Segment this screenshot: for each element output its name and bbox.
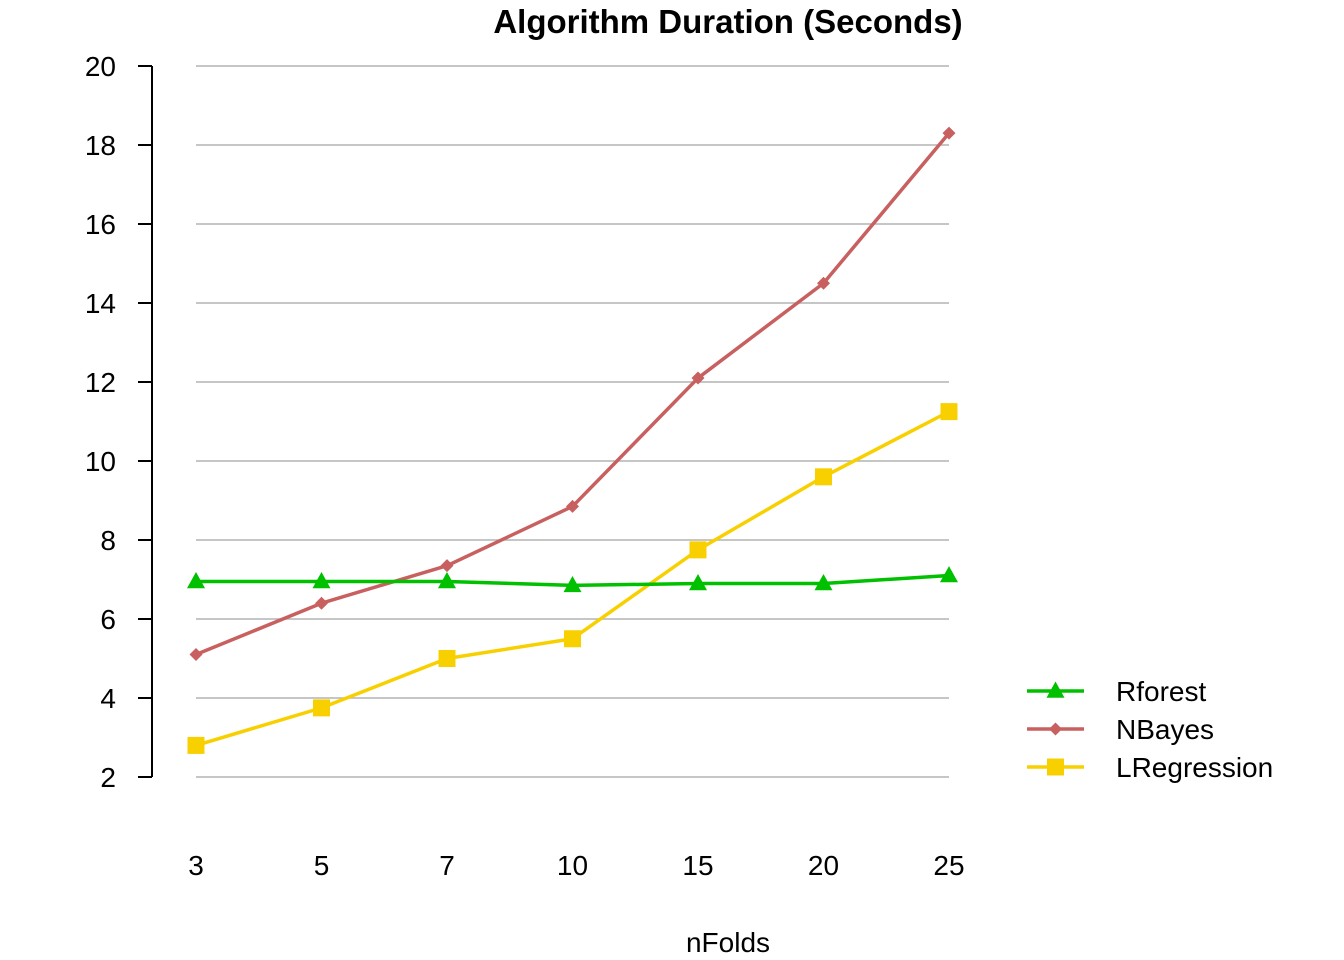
x-tick-label: 20	[808, 850, 839, 881]
data-point-nbayes	[315, 596, 328, 610]
y-tick-label: 12	[85, 367, 116, 398]
series-lines	[195, 132, 951, 748]
x-tick-label: 3	[188, 850, 204, 881]
data-point-lregression	[438, 650, 456, 667]
data-point-rforest	[438, 572, 456, 589]
grid-lines	[196, 65, 949, 778]
legend-item-nbayes: NBayes	[1027, 714, 1214, 745]
data-point-rforest	[563, 575, 582, 593]
legend-label: Rforest	[1116, 676, 1206, 707]
legend-marker	[1046, 681, 1065, 698]
x-tick-label: 7	[439, 850, 455, 881]
data-point-lregression	[313, 699, 330, 717]
legend-marker	[1049, 722, 1062, 736]
y-tick-label: 6	[100, 604, 116, 635]
data-point-nbayes	[189, 648, 203, 662]
y-tick-label: 14	[85, 288, 116, 319]
y-tick-label: 4	[100, 683, 116, 714]
data-point-rforest	[312, 572, 331, 589]
y-tick-label: 8	[100, 525, 116, 556]
x-tick-label: 25	[933, 850, 964, 881]
x-tick-label: 5	[314, 850, 330, 881]
series-markers	[187, 126, 958, 754]
data-point-lregression	[187, 736, 205, 754]
data-point-rforest	[940, 566, 958, 583]
data-point-lregression	[689, 541, 707, 559]
data-point-lregression	[815, 468, 832, 486]
legend-label: NBayes	[1116, 714, 1214, 745]
x-tick-label: 10	[557, 850, 588, 881]
x-axis: 3 5 7 10 15 20 25	[188, 850, 964, 881]
x-axis-label: nFolds	[686, 927, 770, 958]
data-point-rforest	[187, 572, 205, 589]
legend: Rforest NBayes LRegression	[1027, 676, 1273, 783]
y-tick-label: 2	[100, 762, 116, 793]
data-point-rforest	[689, 574, 707, 591]
data-point-nbayes	[817, 276, 830, 290]
data-point-nbayes	[691, 371, 705, 385]
y-tick-label: 18	[85, 130, 116, 161]
legend-marker	[1047, 758, 1064, 776]
data-point-rforest	[814, 574, 833, 591]
data-point-nbayes	[942, 126, 956, 140]
legend-label: LRegression	[1116, 752, 1273, 783]
chart-title: Algorithm Duration (Seconds)	[493, 3, 962, 40]
y-tick-label: 20	[85, 51, 116, 82]
legend-item-rforest: Rforest	[1027, 676, 1206, 707]
y-tick-label: 10	[85, 446, 116, 477]
y-axis: 2 4 6 8 10 12 14 16 18 20	[85, 51, 153, 793]
legend-item-lregression: LRegression	[1027, 752, 1273, 783]
x-tick-label: 15	[682, 850, 713, 881]
data-point-lregression	[564, 630, 581, 648]
data-point-nbayes	[566, 499, 579, 513]
data-point-lregression	[940, 403, 958, 421]
data-point-nbayes	[440, 559, 454, 573]
y-tick-label: 16	[85, 209, 116, 240]
